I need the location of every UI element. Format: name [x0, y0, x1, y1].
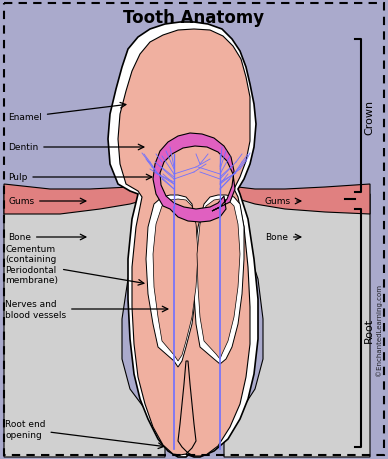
- Polygon shape: [197, 200, 240, 359]
- Polygon shape: [118, 30, 250, 456]
- Text: Root end
opening: Root end opening: [5, 420, 164, 448]
- Text: Dentin: Dentin: [8, 143, 144, 152]
- Polygon shape: [233, 185, 370, 214]
- Text: ©EnchantedLearning.com: ©EnchantedLearning.com: [375, 283, 382, 375]
- Polygon shape: [4, 195, 165, 457]
- Polygon shape: [194, 196, 244, 364]
- Text: Cementum
(containing
Periodontal
membrane): Cementum (containing Periodontal membran…: [5, 244, 144, 285]
- Text: Crown: Crown: [364, 99, 374, 134]
- Text: Bone: Bone: [265, 233, 301, 242]
- Polygon shape: [4, 185, 155, 214]
- Text: Pulp: Pulp: [8, 173, 152, 182]
- Text: Gums: Gums: [8, 197, 86, 206]
- Polygon shape: [153, 200, 198, 361]
- Text: Gums: Gums: [265, 197, 301, 206]
- Text: Tooth Anatomy: Tooth Anatomy: [123, 9, 265, 27]
- Polygon shape: [108, 23, 258, 457]
- Polygon shape: [224, 195, 370, 457]
- Text: Bone: Bone: [8, 233, 86, 242]
- Text: Nerves and
blood vessels: Nerves and blood vessels: [5, 300, 168, 319]
- Polygon shape: [146, 196, 198, 367]
- Text: Root: Root: [364, 317, 374, 342]
- Text: Enamel: Enamel: [8, 103, 126, 122]
- Polygon shape: [153, 134, 235, 223]
